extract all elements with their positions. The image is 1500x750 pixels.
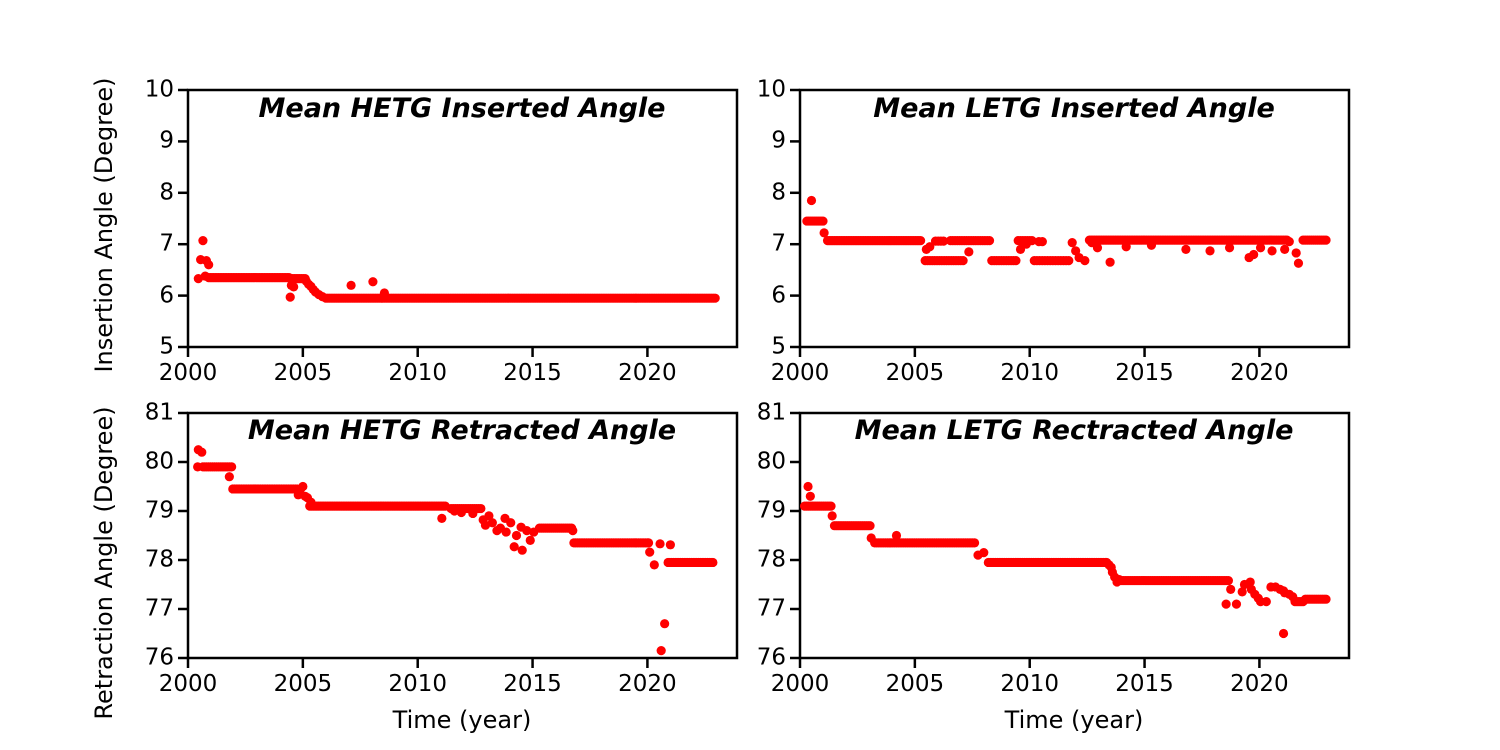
axes-box-letg-retracted	[798, 411, 1351, 660]
tick-marks-letg-inserted	[790, 88, 1261, 357]
x-tick-label: 2005	[885, 671, 945, 697]
x-tick-label: 2005	[273, 360, 333, 386]
y-tick-label: 7	[771, 230, 786, 257]
y-tick-label: 81	[144, 399, 174, 426]
y-tick-label: 76	[756, 644, 786, 671]
x-tick-label: 2000	[158, 671, 218, 697]
x-axis-label-right: Time (year)	[1004, 706, 1144, 734]
x-tick-label: 2020	[618, 671, 677, 697]
y-tick-label: 9	[771, 127, 786, 154]
x-tick-label: 2010	[1000, 360, 1059, 386]
y-tick-label: 80	[756, 448, 786, 475]
tick-marks-hetg-inserted	[178, 88, 649, 357]
x-tick-label: 2010	[388, 360, 447, 386]
x-tick-label: 2005	[273, 671, 333, 697]
axes-box-letg-inserted	[798, 88, 1351, 349]
y-tick-label: 77	[756, 595, 786, 622]
x-tick-label: 2000	[770, 360, 830, 386]
tick-marks-letg-retracted	[790, 411, 1261, 668]
x-tick-label: 2010	[1000, 671, 1059, 697]
y-tick-label: 5	[771, 333, 786, 360]
data-points-hetg-retracted	[193, 445, 718, 656]
y-tick-label: 79	[144, 497, 174, 524]
x-tick-label: 2000	[158, 360, 218, 386]
x-tick-label: 2015	[503, 360, 562, 386]
x-tick-label: 2020	[1230, 671, 1289, 697]
x-axis-label-left: Time (year)	[392, 706, 532, 734]
panel-title-hetg-retracted: Mean HETG Retracted Angle	[247, 415, 677, 446]
axes-box-hetg-inserted	[186, 88, 739, 349]
panel-title-letg-retracted: Mean LETG Rectracted Angle	[854, 415, 1294, 446]
y-tick-label: 6	[771, 282, 786, 309]
data-points-hetg-inserted	[193, 236, 720, 303]
y-tick-label: 76	[144, 644, 174, 671]
y-tick-label: 10	[756, 76, 786, 103]
y-tick-label: 6	[159, 282, 174, 309]
y-tick-label: 78	[144, 546, 174, 573]
y-tick-label: 7	[159, 230, 174, 257]
y-tick-label: 5	[159, 333, 174, 360]
x-tick-label: 2005	[885, 360, 945, 386]
x-tick-label: 2020	[618, 360, 677, 386]
panel-title-hetg-inserted: Mean HETG Inserted Angle	[258, 93, 666, 124]
data-points-letg-inserted	[802, 195, 1331, 268]
x-tick-label: 2015	[1115, 360, 1174, 386]
x-tick-label: 2010	[388, 671, 447, 697]
x-tick-label: 2000	[770, 671, 830, 697]
data-points-letg-retracted	[799, 481, 1331, 639]
panel-title-letg-inserted: Mean LETG Inserted Angle	[873, 93, 1275, 124]
y-tick-label: 81	[756, 399, 786, 426]
y-tick-label: 78	[756, 546, 786, 573]
y-tick-label: 80	[144, 448, 174, 475]
y-axis-label-insertion: Insertion Angle (Degree)	[90, 77, 118, 373]
y-axis-label-retraction: Retraction Angle (Degree)	[90, 406, 118, 720]
y-tick-label: 10	[144, 76, 174, 103]
y-tick-label: 77	[144, 595, 174, 622]
x-tick-label: 2015	[503, 671, 562, 697]
x-tick-label: 2020	[1230, 360, 1289, 386]
y-tick-label: 8	[771, 179, 786, 206]
y-tick-label: 8	[159, 179, 174, 206]
axes-box-hetg-retracted	[186, 411, 739, 660]
x-tick-label: 2015	[1115, 671, 1174, 697]
tick-marks-hetg-retracted	[178, 411, 649, 668]
y-tick-label: 9	[159, 127, 174, 154]
y-tick-label: 79	[756, 497, 786, 524]
